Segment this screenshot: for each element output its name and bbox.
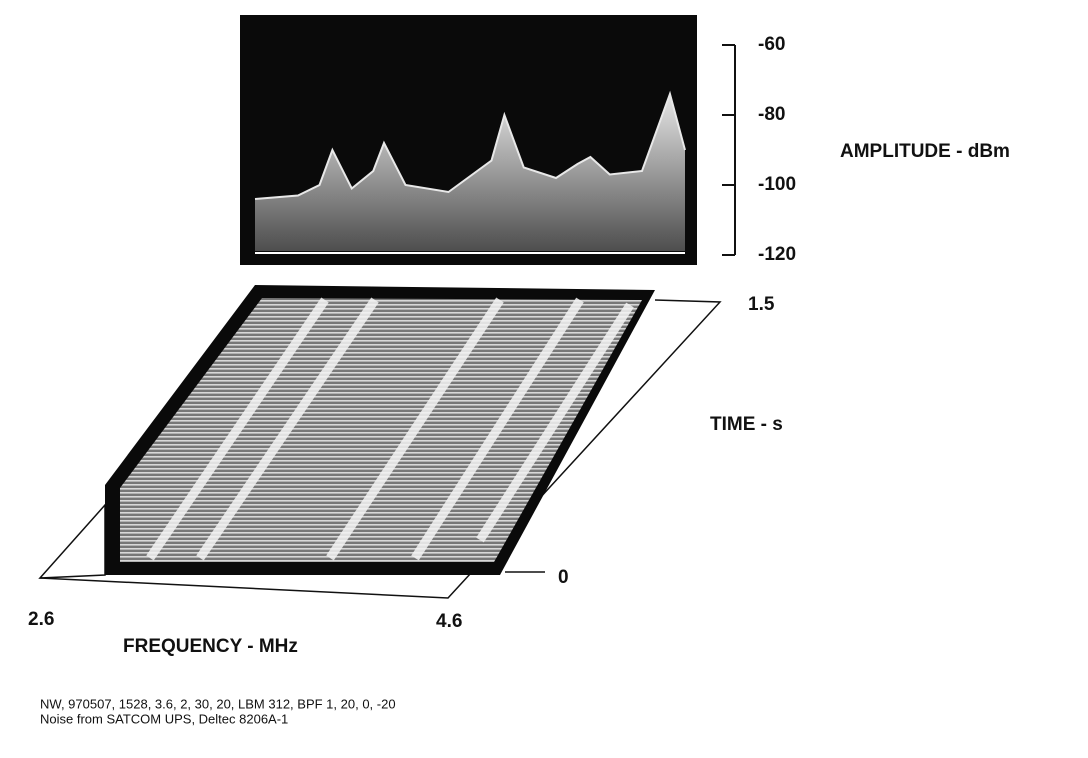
note: Noise from SATCOM UPS, Deltec 8206A-1 — [40, 711, 288, 726]
y-tick-label: -100 — [758, 174, 796, 195]
y-tick-label: -80 — [758, 104, 785, 125]
y-axis-label: AMPLITUDE - dBm — [840, 141, 1010, 162]
z-tick-label: 0 — [558, 567, 569, 588]
waterfall-bands — [146, 297, 634, 561]
x-axis-label: FREQUENCY - MHz — [123, 636, 298, 657]
spectrum-line — [254, 90, 686, 200]
spectrum-area — [255, 94, 685, 251]
floor-outline — [39, 299, 722, 599]
z-axis-label: TIME - s — [710, 414, 783, 435]
x-tick-label: 2.6 — [28, 609, 54, 630]
floor-outline — [38, 503, 106, 579]
note: NW, 970507, 1528, 3.6, 2, 30, 20, LBM 31… — [40, 696, 396, 711]
waterfall-surface — [120, 298, 642, 562]
y-tick-label: -60 — [758, 34, 785, 55]
y-tick-label: -120 — [758, 244, 796, 265]
z-tick-label: 1.5 — [748, 294, 775, 315]
x-tick-label: 4.6 — [436, 611, 462, 632]
